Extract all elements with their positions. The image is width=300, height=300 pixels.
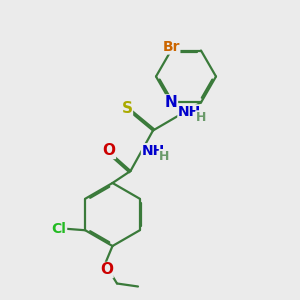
Text: O: O <box>102 143 116 158</box>
Text: H: H <box>159 150 170 163</box>
Text: O: O <box>100 262 113 278</box>
Text: N: N <box>165 95 177 110</box>
Text: NH: NH <box>142 144 165 158</box>
Text: NH: NH <box>178 105 201 119</box>
Text: H: H <box>196 111 206 124</box>
Text: Br: Br <box>162 40 180 54</box>
Text: Cl: Cl <box>52 222 67 236</box>
Text: S: S <box>122 101 132 116</box>
